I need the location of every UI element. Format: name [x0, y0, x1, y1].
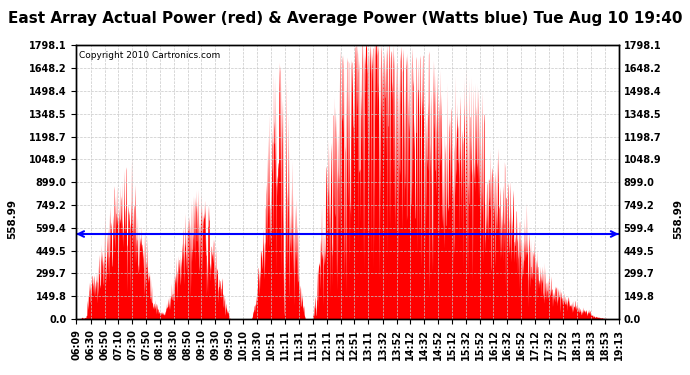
Text: 558.99: 558.99	[673, 200, 683, 239]
Text: 558.99: 558.99	[7, 200, 17, 239]
Text: Copyright 2010 Cartronics.com: Copyright 2010 Cartronics.com	[79, 51, 220, 60]
Text: East Array Actual Power (red) & Average Power (Watts blue) Tue Aug 10 19:40: East Array Actual Power (red) & Average …	[8, 11, 682, 26]
